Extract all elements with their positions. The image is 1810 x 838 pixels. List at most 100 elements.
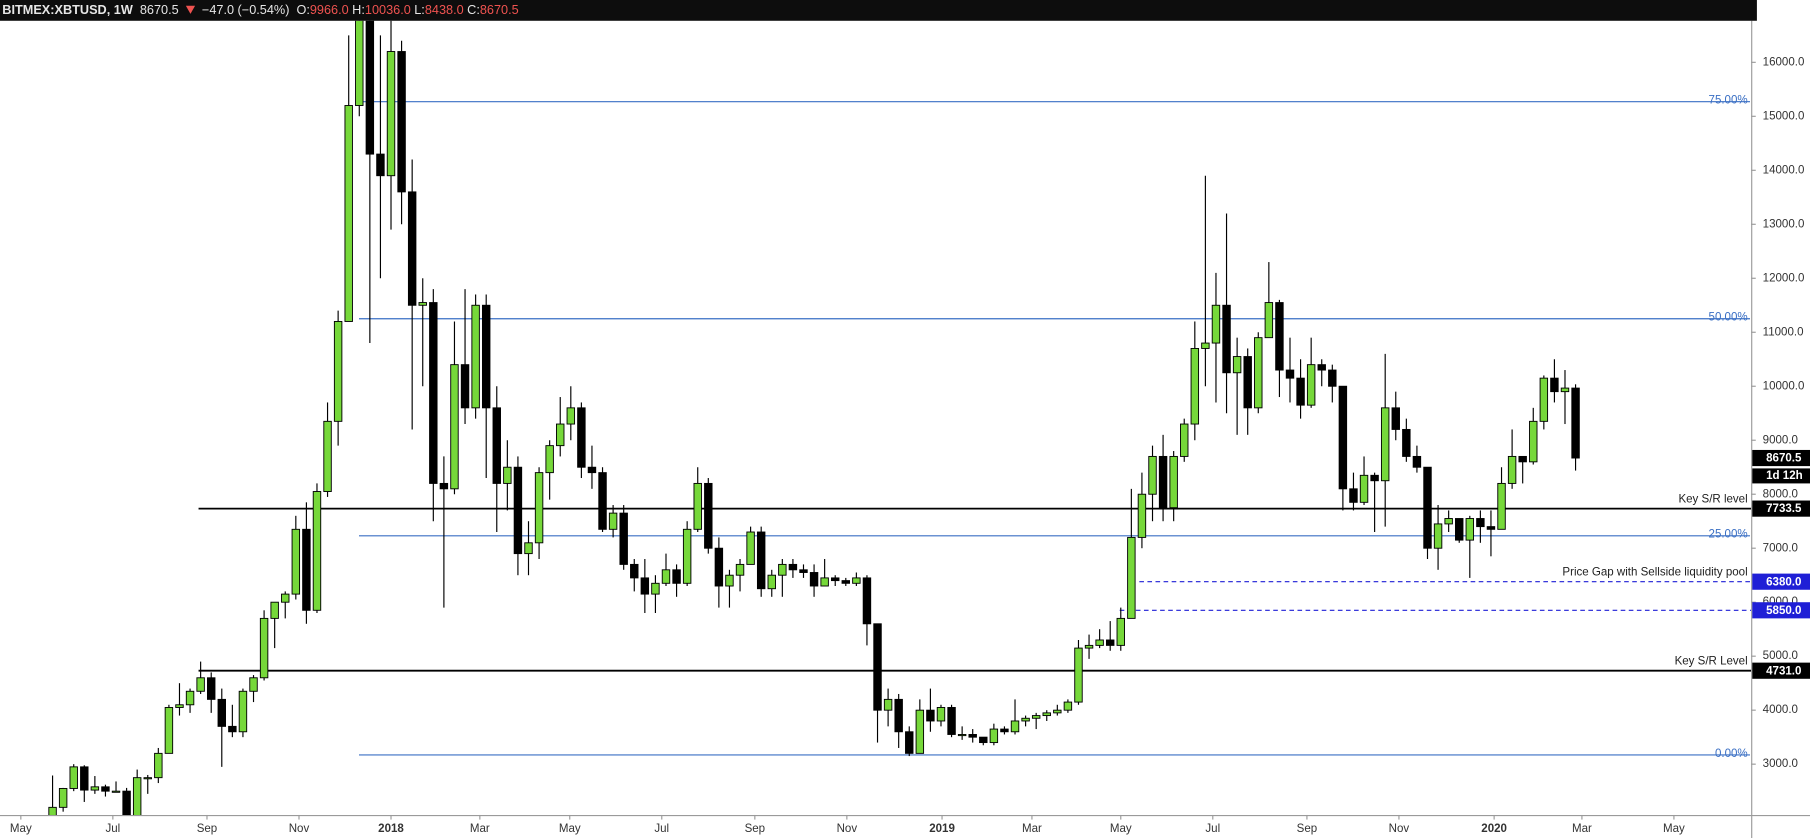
y-tick-label: 4000.0 <box>1763 704 1798 716</box>
candle-body <box>333 321 343 422</box>
candle-body <box>355 20 364 106</box>
candle-body <box>1127 536 1136 619</box>
x-tick-label: Jul <box>105 823 120 835</box>
candle-body <box>164 707 174 754</box>
x-tick-label: May <box>1663 823 1685 835</box>
candle-body <box>746 531 755 565</box>
level-price-box <box>1752 602 1810 619</box>
candle-body <box>672 569 681 584</box>
header: BITMEX:XBTUSD, 1W 8670.5 −47.0 (−0.54%) … <box>0 0 1757 21</box>
ohlc: O:9966.0 H:10036.0 L:8438.0 C:8670.5 <box>296 3 522 17</box>
candle-body <box>503 466 512 484</box>
candle-body <box>1338 385 1348 490</box>
y-tick-label: 7000.0 <box>1763 542 1798 554</box>
candle-body <box>1010 720 1020 733</box>
y-tick-label: 13000.0 <box>1763 218 1805 230</box>
candle-body <box>979 736 988 744</box>
candle-body <box>1380 407 1390 482</box>
candle-body <box>651 582 660 595</box>
candle-body <box>968 734 977 738</box>
candle-body <box>1201 342 1210 349</box>
candle-body <box>524 542 533 555</box>
candle-body <box>492 407 501 484</box>
candle-body <box>1296 377 1305 406</box>
countdown-box <box>1752 468 1810 484</box>
candle-body <box>1053 709 1062 714</box>
candle-body <box>767 574 776 590</box>
candle-body <box>1402 428 1411 457</box>
x-tick-label: May <box>559 823 581 835</box>
x-tick-label: 2020 <box>1481 823 1507 835</box>
x-tick-label: May <box>10 823 32 835</box>
y-tick-label: 9000.0 <box>1763 434 1798 446</box>
x-tick-label: May <box>1110 823 1132 835</box>
y-tick-label: 16000.0 <box>1763 56 1805 68</box>
candle-body <box>1571 387 1580 459</box>
candle-body <box>90 786 100 791</box>
candle-body <box>1148 455 1157 495</box>
candle-body <box>291 528 301 595</box>
candle-body <box>1349 488 1358 503</box>
candle-body <box>852 577 861 584</box>
candle-body <box>841 580 851 584</box>
candle-body <box>1190 347 1200 425</box>
candle-body <box>101 786 110 792</box>
candle-body <box>386 51 396 177</box>
x-tick-label: 2019 <box>929 823 955 835</box>
y-tick-label: 12000.0 <box>1763 272 1805 284</box>
candle-body <box>429 302 438 484</box>
candle-body <box>905 731 914 754</box>
candle-body <box>1232 356 1242 374</box>
candle-body <box>196 677 205 692</box>
candle-body <box>1158 455 1168 509</box>
candle-body <box>69 766 78 789</box>
candle-body <box>58 787 68 808</box>
level-name: Price Gap with Sellside liquidity pool <box>1562 566 1747 578</box>
ohlc-key: H: <box>352 3 365 18</box>
candle-body <box>778 563 787 576</box>
level-name: Key S/R level <box>1678 493 1747 505</box>
candle-body <box>1550 377 1559 393</box>
candle-body <box>1455 518 1464 541</box>
candle-body <box>1359 474 1369 503</box>
candle-body <box>661 569 671 584</box>
candle-body <box>1497 482 1506 530</box>
candle-body <box>1486 526 1496 530</box>
candle-body <box>1529 420 1538 463</box>
plot-area: 0.00% 25.00% 50.00% 75.00% Key S/R level Pric… <box>48 20 1752 815</box>
candle-body <box>418 302 427 306</box>
candle-body <box>926 709 935 722</box>
candle-body <box>1264 302 1274 339</box>
candle-body <box>704 482 713 549</box>
fib-label: 25.00% <box>1709 529 1748 541</box>
candle-body <box>365 20 375 155</box>
candle-body <box>799 569 808 573</box>
x-tick-label: Jul <box>1205 823 1220 835</box>
ohlc-value: 8670.5 <box>479 3 519 18</box>
candle-body <box>1042 712 1051 717</box>
candle-body <box>270 601 279 619</box>
candle-body <box>206 677 216 700</box>
candle-body <box>1211 304 1221 344</box>
ohlc-value: 8438.0 <box>424 3 464 18</box>
candle-body <box>947 707 956 735</box>
x-tick-label: Nov <box>289 823 310 835</box>
candle-body <box>693 482 702 530</box>
candle-body <box>471 304 480 409</box>
candle-body <box>556 423 565 447</box>
candle-body <box>1465 518 1475 541</box>
candle-body <box>1391 407 1400 430</box>
down-arrow <box>185 5 195 14</box>
y-tick-label: 15000.0 <box>1763 110 1805 122</box>
x-tick-label: Sep <box>197 823 218 835</box>
fib-label: 50.00% <box>1709 312 1748 324</box>
axes: 3000.04000.05000.06000.07000.08000.09000… <box>10 56 1810 835</box>
candle-body <box>1433 523 1443 549</box>
candle-body <box>217 698 227 727</box>
candle-body <box>735 563 745 576</box>
candle-body <box>915 709 925 754</box>
x-tick-label: Mar <box>470 823 490 835</box>
